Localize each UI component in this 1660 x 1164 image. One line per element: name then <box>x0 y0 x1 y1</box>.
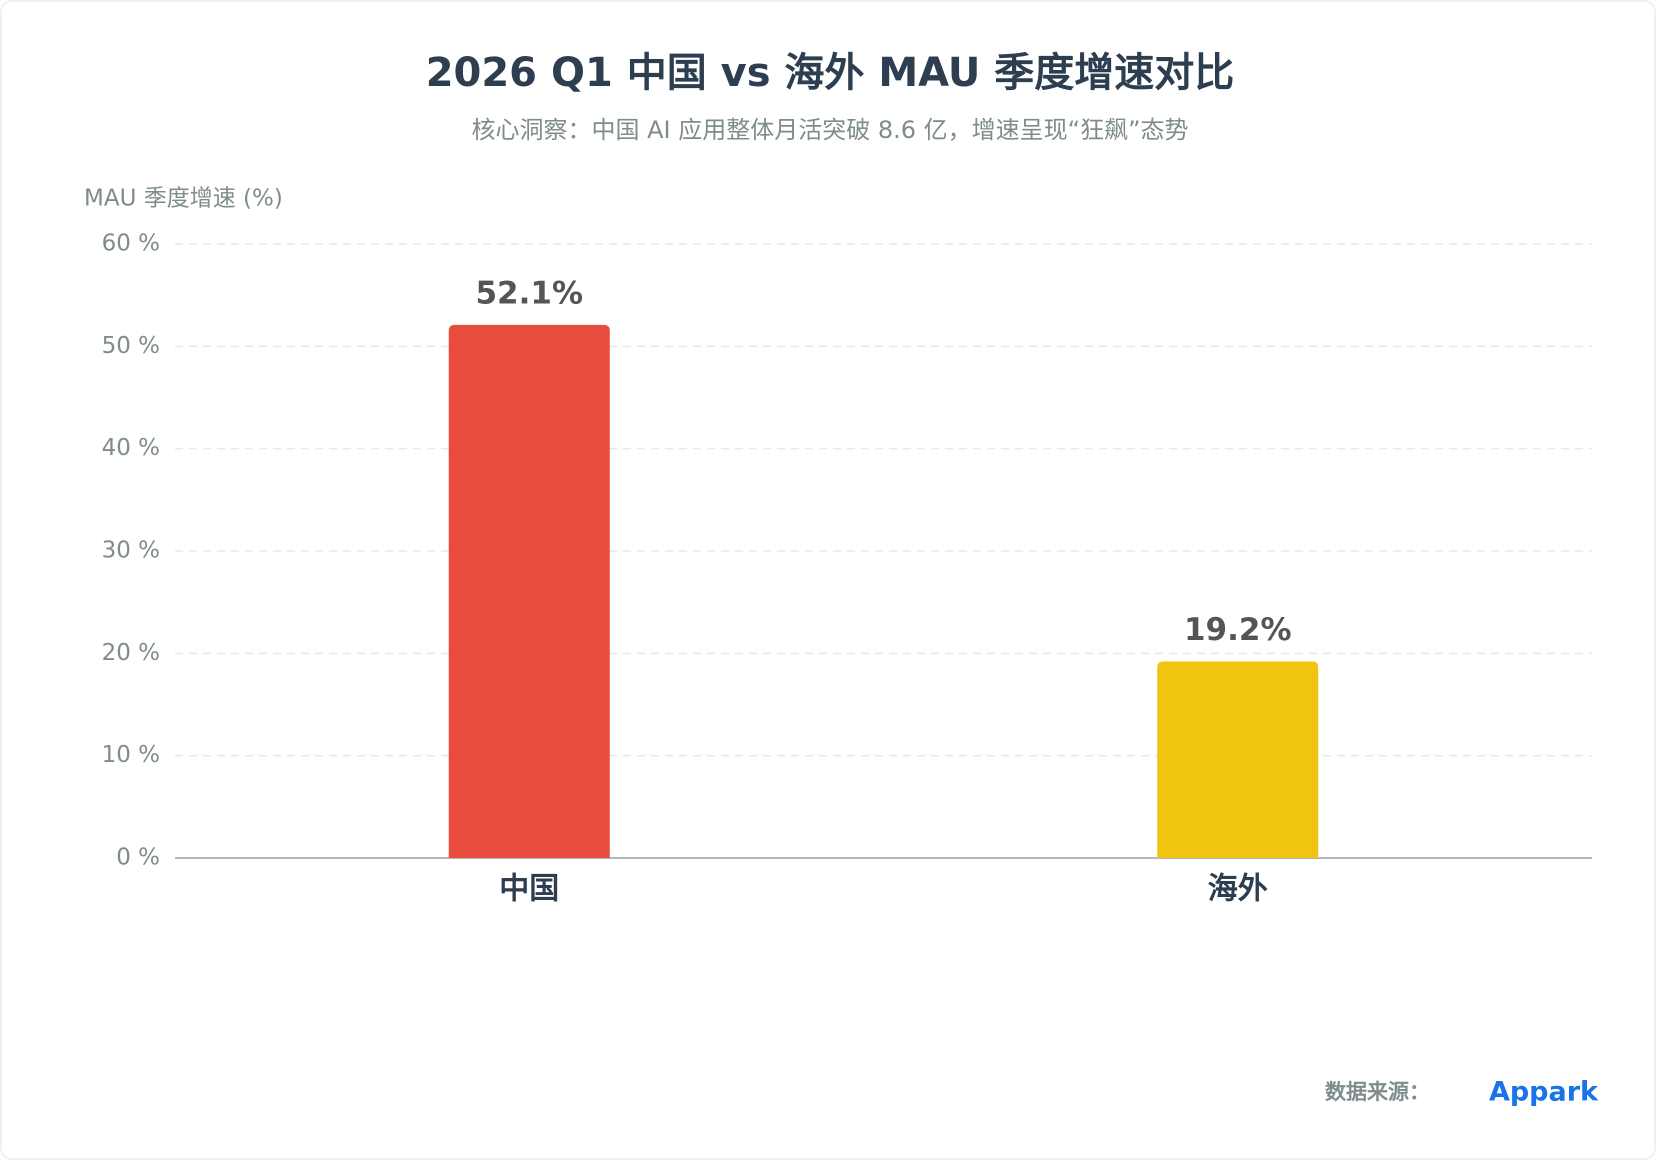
chart-title: 2026 Q1 中国 vs 海外 MAU 季度增速对比 <box>426 50 1235 96</box>
y-tick-label: 30 % <box>102 538 160 564</box>
y-tick-label: 10 % <box>102 742 160 768</box>
x-tick-label: 海外 <box>1208 872 1268 907</box>
y-tick-label: 40 % <box>102 435 160 461</box>
y-tick-label: 60 % <box>102 231 160 257</box>
y-tick-label: 50 % <box>102 333 160 359</box>
data-label: 19.2% <box>1184 612 1292 648</box>
x-tick-label: 中国 <box>499 872 559 907</box>
source-label: 数据来源： <box>1325 1080 1430 1104</box>
source: Appark <box>1489 1077 1599 1108</box>
chart-subtitle: 核心洞察：中国 AI 应用整体月活突破 8.6 亿，增速呈现“狂飙”态势 <box>471 116 1188 144</box>
y-tick-label: 0 % <box>116 845 160 871</box>
y-tick-label: 20 % <box>102 640 160 666</box>
bar <box>1157 661 1319 858</box>
y-axis-title: MAU 季度增速 (%) <box>84 186 283 212</box>
bar <box>448 324 610 858</box>
data-label: 52.1% <box>475 275 583 311</box>
